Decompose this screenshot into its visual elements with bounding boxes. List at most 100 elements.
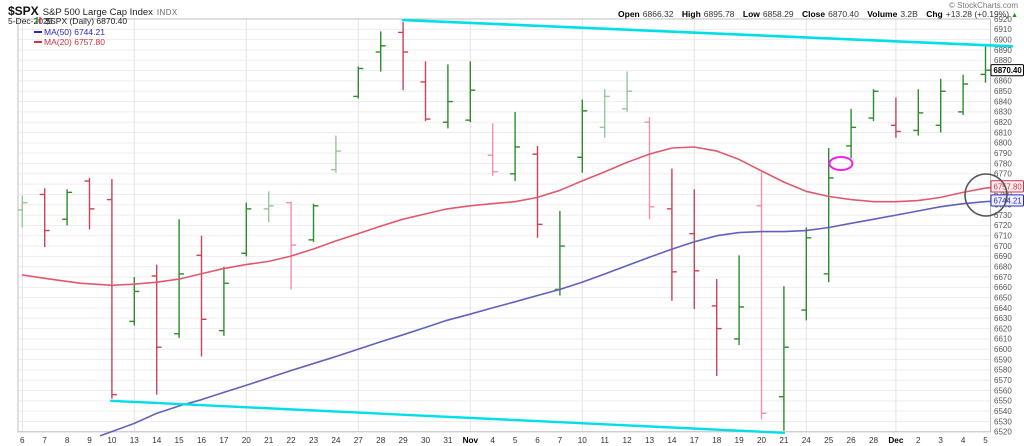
svg-text:14: 14 xyxy=(667,436,677,445)
legend-ma50-label: MA(50) 6744.21 xyxy=(44,26,105,37)
svg-text:22: 22 xyxy=(287,436,297,445)
ohlc-bar xyxy=(353,66,364,99)
svg-text:23: 23 xyxy=(309,436,319,445)
annotations xyxy=(828,156,1008,217)
ohlc-bar xyxy=(666,168,677,301)
ohlc-bar xyxy=(442,64,453,129)
ma50-swatch xyxy=(34,30,42,33)
ohlc-bar xyxy=(330,135,341,173)
quote-volume-value: 3.2B xyxy=(900,9,918,19)
quote-low-label: Low xyxy=(742,9,760,19)
x-axis-labels: 6 7 8 9 10 13 14 15 16 17 20 21 22 23 24 27 28 29 30 31 Nov 4… xyxy=(20,436,988,445)
svg-text:6870.40: 6870.40 xyxy=(994,66,1023,75)
quote-chg-label: Chg xyxy=(926,9,943,19)
ohlc-bar xyxy=(890,97,901,138)
svg-text:6900: 6900 xyxy=(994,35,1012,44)
svg-text:6640: 6640 xyxy=(994,304,1012,313)
ohlc-bar xyxy=(711,279,722,377)
svg-text:4: 4 xyxy=(490,436,495,445)
ohlc-bar xyxy=(375,31,386,72)
svg-text:14: 14 xyxy=(152,436,162,445)
svg-text:6580: 6580 xyxy=(994,366,1012,375)
ma20-swatch xyxy=(34,41,42,43)
ohlc-bar xyxy=(734,255,745,346)
quote-close-value: 6870.40 xyxy=(828,9,859,19)
ohlc-bar xyxy=(286,201,297,290)
legend-series-label: $SPX (Daily) 6870.40 xyxy=(45,16,128,26)
ohlc-bar xyxy=(263,191,274,223)
svg-text:6680: 6680 xyxy=(994,262,1012,271)
symbol-exchange: INDX xyxy=(156,8,178,17)
ohlc-bar xyxy=(980,43,991,83)
svg-text:6920: 6920 xyxy=(994,15,1012,24)
ohlc-bar xyxy=(510,111,521,182)
svg-text:17: 17 xyxy=(219,436,229,445)
svg-text:29: 29 xyxy=(399,436,409,445)
ohlc-bar xyxy=(913,89,924,136)
svg-text:5: 5 xyxy=(513,436,518,445)
svg-text:27: 27 xyxy=(354,436,364,445)
svg-text:Dec: Dec xyxy=(888,436,903,445)
svg-text:6770: 6770 xyxy=(994,170,1012,179)
svg-text:6910: 6910 xyxy=(994,25,1012,34)
legend-ma50-row: MA(50) 6744.21 xyxy=(34,27,127,38)
svg-text:6744.21: 6744.21 xyxy=(994,196,1022,205)
ellipse-annotation xyxy=(828,156,854,171)
circle-annotation xyxy=(964,173,1008,217)
ohlc-bar xyxy=(823,148,834,283)
svg-text:6730: 6730 xyxy=(994,211,1012,220)
ohlc-bar xyxy=(218,266,229,336)
ohlc-bar xyxy=(17,195,28,228)
svg-text:15: 15 xyxy=(175,436,185,445)
svg-text:6890: 6890 xyxy=(994,46,1012,55)
svg-text:6550: 6550 xyxy=(994,397,1012,406)
svg-text:6590: 6590 xyxy=(994,355,1012,364)
ohlc-bar xyxy=(554,210,565,296)
ohlc-bar xyxy=(622,71,633,112)
svg-text:6860: 6860 xyxy=(994,77,1012,86)
ohlc-bar xyxy=(756,171,767,420)
ohlc-bar xyxy=(487,123,498,176)
svg-text:24: 24 xyxy=(331,436,341,445)
svg-text:24: 24 xyxy=(802,436,812,445)
trendlines xyxy=(109,18,1014,435)
svg-text:6: 6 xyxy=(535,436,540,445)
svg-text:6650: 6650 xyxy=(994,293,1012,302)
quote-high-label: High xyxy=(681,9,701,19)
svg-text:6600: 6600 xyxy=(994,345,1012,354)
upper-channel-trendline xyxy=(401,18,1014,48)
quote-high-value: 6895.78 xyxy=(703,9,735,19)
ohlc-bar xyxy=(599,89,610,138)
ohlc-bar xyxy=(644,117,655,220)
gridlines xyxy=(18,18,991,433)
ohlc-bar xyxy=(308,203,319,242)
ohlc-bar xyxy=(196,235,207,357)
svg-text:3: 3 xyxy=(938,436,943,445)
plot-border xyxy=(17,18,991,433)
ohlc-bar xyxy=(801,227,812,321)
svg-text:6820: 6820 xyxy=(994,118,1012,127)
svg-text:13: 13 xyxy=(130,436,140,445)
svg-text:6670: 6670 xyxy=(994,273,1012,282)
ohlc-style-icon xyxy=(35,17,42,24)
svg-text:6780: 6780 xyxy=(994,159,1012,168)
svg-text:31: 31 xyxy=(443,436,453,445)
svg-text:20: 20 xyxy=(757,436,767,445)
legend-ma20-label: MA(20) 6757.80 xyxy=(44,37,105,47)
svg-text:Nov: Nov xyxy=(463,436,479,445)
svg-text:6530: 6530 xyxy=(994,417,1012,426)
svg-text:6520: 6520 xyxy=(994,428,1012,437)
svg-text:8: 8 xyxy=(65,436,70,445)
ohlc-bar xyxy=(39,188,50,248)
svg-text:4: 4 xyxy=(961,436,966,445)
ohlc-bar xyxy=(465,61,476,123)
svg-text:11: 11 xyxy=(600,436,609,445)
svg-text:6790: 6790 xyxy=(994,149,1012,158)
ohlc-bar xyxy=(868,89,879,122)
svg-text:10: 10 xyxy=(578,436,588,445)
svg-text:2: 2 xyxy=(916,436,921,445)
svg-text:13: 13 xyxy=(645,436,655,445)
svg-text:25: 25 xyxy=(824,436,834,445)
svg-text:20: 20 xyxy=(242,436,252,445)
